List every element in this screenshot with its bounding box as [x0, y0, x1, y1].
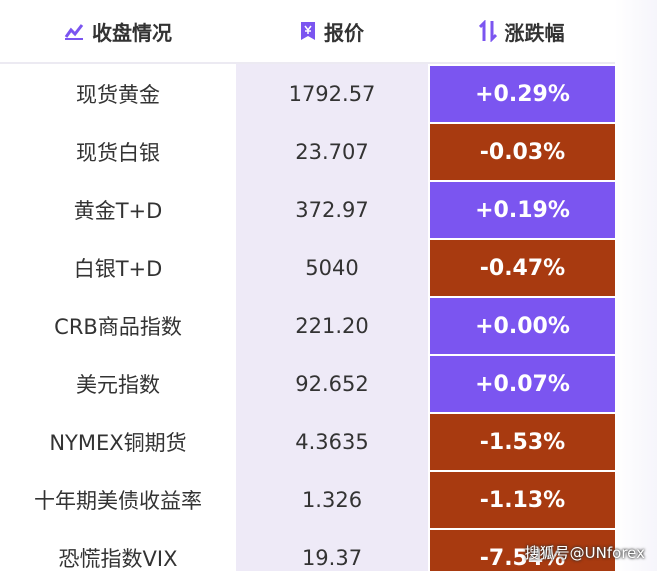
change-cell: +0.00%	[430, 298, 615, 354]
change-cell: -0.47%	[430, 240, 615, 296]
change-cell: +0.29%	[430, 66, 615, 122]
name-cell: 十年期美债收益率	[34, 489, 202, 513]
price-cell: 92.652	[295, 372, 369, 396]
column-background	[236, 64, 428, 571]
price-cell: 372.97	[295, 198, 369, 222]
name-cell: 现货黄金	[76, 83, 160, 107]
price-icon	[301, 22, 315, 40]
watermark: 搜狐号@UNforex	[524, 544, 645, 562]
header-text: 报价	[324, 20, 364, 45]
change-icon	[478, 20, 497, 42]
price-cell: 1792.57	[288, 82, 376, 106]
name-cell: CRB商品指数	[54, 315, 182, 339]
name-cell: NYMEX铜期货	[49, 431, 187, 455]
change-cell: -1.53%	[430, 414, 615, 470]
price-cell: 5040	[305, 256, 359, 280]
header-text: 涨跌幅	[504, 20, 565, 45]
change-cell: -7.54%	[430, 530, 615, 571]
header-cell: 报价	[236, 0, 428, 62]
chart-icon	[64, 24, 84, 40]
price-cell: 4.3635	[295, 430, 369, 454]
price-cell: 19.37	[301, 546, 363, 570]
name-cell: 黄金T+D	[73, 199, 163, 223]
name-cell: 恐慌指数VIX	[58, 547, 178, 571]
change-cell: -1.13%	[430, 472, 615, 528]
price-cell: 221.20	[295, 314, 369, 338]
price-cell: 23.707	[295, 140, 369, 164]
change-cell: -0.03%	[430, 124, 615, 180]
header-cell: 涨跌幅	[428, 0, 615, 62]
header-divider	[0, 62, 615, 64]
change-cell: +0.07%	[430, 356, 615, 412]
change-cell: +0.19%	[430, 182, 615, 238]
header-cell: 收盘情况	[0, 0, 236, 62]
header-text: 收盘情况	[92, 20, 172, 45]
name-cell: 美元指数	[76, 373, 160, 397]
name-cell: 白银T+D	[73, 257, 163, 281]
price-cell: 1.326	[301, 488, 363, 512]
name-cell: 现货白银	[76, 141, 160, 165]
